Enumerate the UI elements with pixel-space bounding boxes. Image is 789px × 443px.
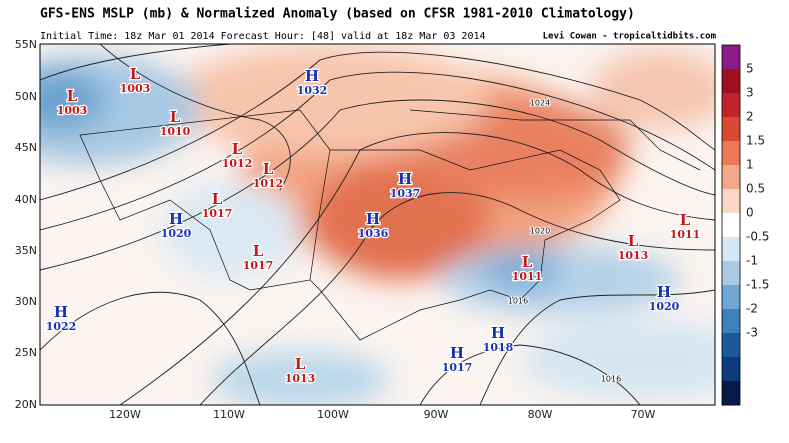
center-letter: L [232,140,243,158]
center-letter: L [67,87,78,105]
colorbar-label: -2 [746,302,758,316]
center-letter: H [305,67,319,85]
center-letter: H [398,170,412,188]
title: GFS-ENS MSLP (mb) & Normalized Anomaly (… [40,7,635,22]
map-area [40,44,715,405]
center-pressure: 1017 [442,361,473,374]
map-frame [39,43,716,406]
center-letter: H [657,283,671,301]
colorbar-swatch [722,357,740,382]
lat-label: 25N [15,346,37,359]
colorbar-swatch [722,93,740,118]
center-pressure: 1003 [120,82,151,95]
center-pressure: 1032 [297,84,328,97]
center-pressure: 1017 [243,259,274,272]
center-letter: H [491,324,505,342]
center-pressure: 1011 [512,270,543,283]
colorbar-label: 1 [746,158,754,172]
center-letter: L [130,65,141,83]
center-pressure: 1012 [222,157,253,170]
colorbar-label: 5 [746,62,754,76]
subtitle: Initial Time: 18z Mar 01 2014 Forecast H… [40,31,486,42]
colorbar-swatch [722,285,740,310]
colorbar-frame [721,44,741,406]
lon-label: 70W [631,408,656,421]
isobar-label: 1016 [601,375,621,384]
colorbar-swatch [722,333,740,358]
center-pressure: 1020 [649,300,680,313]
center-pressure: 1017 [202,207,233,220]
center-letter: L [212,190,223,208]
colorbar-swatch [722,189,740,214]
center-pressure: 1020 [161,227,192,240]
colorbar-label: 0.5 [746,182,765,196]
center-pressure: 1013 [618,249,649,262]
colorbar-label: 1.5 [746,134,765,148]
center-pressure: 1010 [160,125,191,138]
center-letter: L [253,242,264,260]
lat-label: 55N [15,38,37,51]
center-pressure: 1037 [390,187,421,200]
center-letter: L [295,355,306,373]
colorbar-swatch [722,45,740,70]
center-letter: H [54,303,68,321]
center-letter: L [680,211,691,229]
center-pressure: 1013 [285,372,316,385]
lat-label: 40N [15,193,37,206]
colorbar-label: -1 [746,254,758,268]
center-letter: H [169,210,183,228]
center-pressure: 1003 [57,104,88,117]
colorbar-label: 2 [746,110,754,124]
colorbar-swatch [722,69,740,94]
center-pressure: 1036 [358,227,389,240]
colorbar-swatch [722,213,740,238]
colorbar-label: 0 [746,206,754,220]
center-letter: H [366,210,380,228]
center-letter: L [628,232,639,250]
colorbar-label: 3 [746,86,754,100]
lat-label: 20N [15,398,37,411]
isobar-label: 1020 [530,227,550,236]
colorbar-label: -1.5 [746,278,769,292]
colorbar-swatch [722,165,740,190]
isobar-label: 1024 [530,99,550,108]
center-pressure: 1022 [46,320,77,333]
colorbar-swatch [722,381,740,406]
credit: Levi Cowan - tropicaltidbits.com [543,31,717,42]
colorbar-swatch [722,261,740,286]
center-pressure: 1018 [483,341,514,354]
colorbar-label: -3 [746,326,758,340]
center-letter: H [450,344,464,362]
center-letter: L [263,160,274,178]
colorbar-swatch [722,309,740,334]
lon-label: 120W [109,408,141,421]
lon-label: 90W [424,408,449,421]
lat-label: 50N [15,90,37,103]
lat-label: 35N [15,244,37,257]
colorbar-swatch [722,141,740,166]
colorbar-swatch [722,117,740,142]
colorbar-swatch [722,237,740,262]
lon-label: 110W [213,408,245,421]
lat-label: 30N [15,295,37,308]
colorbar: 5 3 2 1.5 1 0.5 0 -0.5 -1 -1.5 -2 -3 [721,44,769,406]
center-letter: L [170,108,181,126]
colorbar-label: -0.5 [746,230,769,244]
lon-label: 80W [528,408,553,421]
center-pressure: 1011 [670,228,701,241]
lon-label: 100W [317,408,349,421]
lat-label: 45N [15,141,37,154]
center-letter: L [522,253,533,271]
center-pressure: 1012 [253,177,284,190]
isobar-label: 1016 [508,297,528,306]
